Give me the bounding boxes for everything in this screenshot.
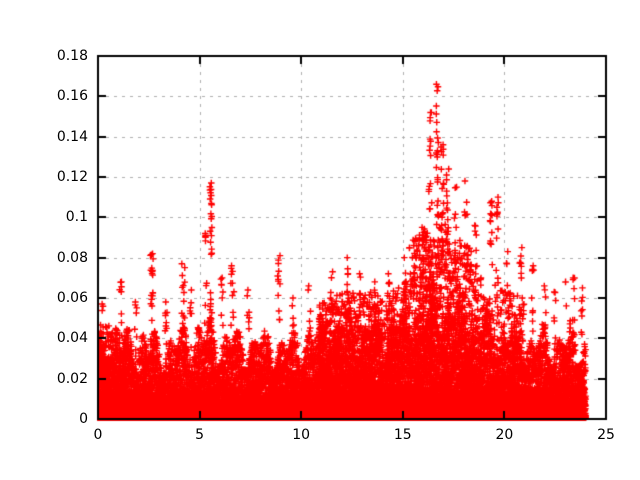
roti-chart: Day 259 of 2016, Rate Of TEC Index for r… bbox=[0, 0, 640, 480]
plot-canvas bbox=[0, 0, 640, 480]
